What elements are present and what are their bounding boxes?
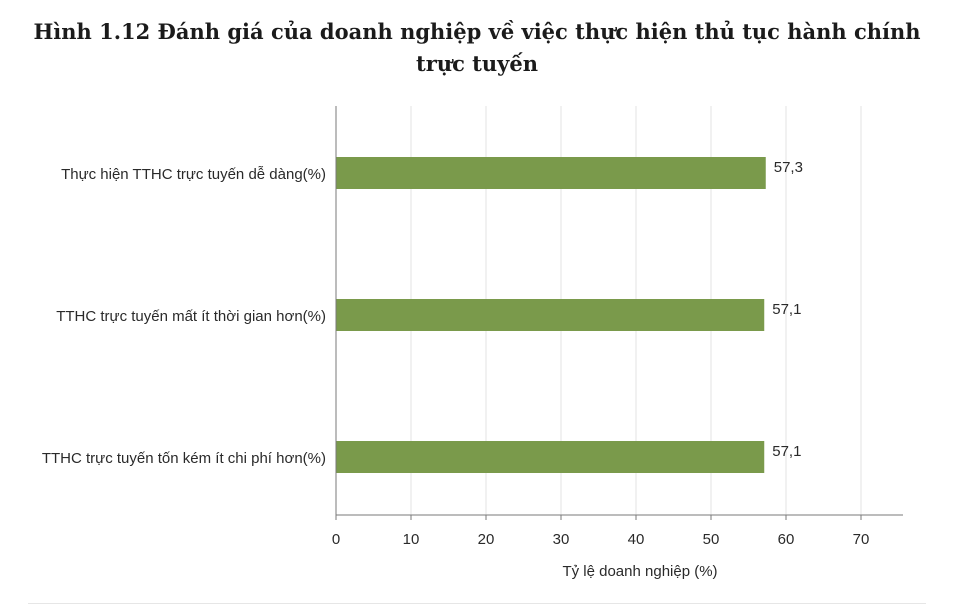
x-tick-label: 60	[778, 531, 795, 548]
chart-title-line-2: trực tuyến	[416, 51, 538, 76]
x-tick-label: 50	[703, 531, 720, 548]
x-tick-label: 10	[403, 531, 420, 548]
chart-title: Hình 1.12 Đánh giá của doanh nghiệp về v…	[0, 16, 954, 80]
category-label: TTHC trực tuyến tốn kém ít chi phí hơn(%…	[42, 450, 326, 467]
data-labels: 57,3 57,1 57,1	[772, 159, 803, 460]
x-tick-label: 20	[478, 531, 495, 548]
x-tick-label: 40	[628, 531, 645, 548]
bar	[336, 299, 765, 331]
data-label: 57,1	[772, 443, 801, 460]
bars	[336, 157, 766, 473]
chart-title-line-1: Hình 1.12 Đánh giá của doanh nghiệp về v…	[33, 19, 921, 44]
bar	[336, 441, 765, 473]
x-axis-label: Tỷ lệ doanh nghiệp (%)	[562, 563, 717, 580]
category-label: Thực hiện TTHC trực tuyến dễ dàng(%)	[61, 166, 326, 183]
category-labels: Thực hiện TTHC trực tuyến dễ dàng(%) TTHC…	[42, 166, 326, 467]
bar	[336, 157, 766, 189]
x-ticks: 0 10 20 30 40 50 60 70	[332, 515, 870, 548]
data-label: 57,1	[772, 301, 801, 318]
x-tick-label: 0	[332, 531, 340, 548]
bottom-divider	[28, 603, 926, 604]
x-tick-label: 70	[853, 531, 870, 548]
data-label: 57,3	[774, 159, 803, 176]
x-tick-label: 30	[553, 531, 570, 548]
category-label: TTHC trực tuyến mất ít thời gian hơn(%)	[56, 308, 326, 325]
axes	[335, 106, 903, 516]
